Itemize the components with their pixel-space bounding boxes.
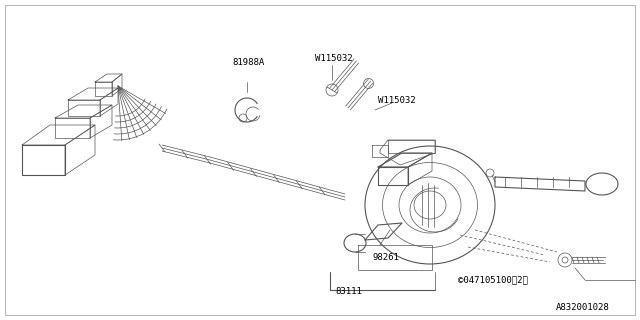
Text: W115032: W115032 [315,53,353,62]
Text: ©047105100（2）: ©047105100（2） [458,276,528,284]
Text: 98261: 98261 [372,252,399,261]
Text: A832001028: A832001028 [556,303,610,313]
Text: W115032: W115032 [378,95,415,105]
Text: 83111: 83111 [335,287,362,297]
Text: 81988A: 81988A [232,58,264,67]
